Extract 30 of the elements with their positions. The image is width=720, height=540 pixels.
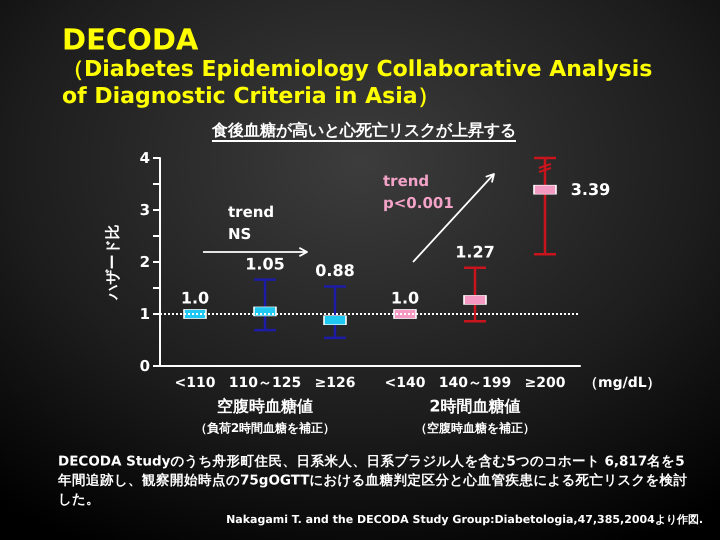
x-tick-label: <140 xyxy=(384,375,426,391)
x-tick-label: <110 xyxy=(174,375,216,391)
text: （負荷2時間血糖を補正） xyxy=(194,421,336,435)
text: Nakagami T. and the DECODA Study Group:Diabetologia,47,385,2004より作図. xyxy=(226,513,703,526)
x-tick-label: ≥200 xyxy=(524,375,566,391)
x-tick-label: 140～199 xyxy=(438,375,512,391)
text: 食後血糖が高いと心死亡リスクが上昇する xyxy=(211,120,516,140)
y-axis-title: ハザード比 xyxy=(104,224,122,300)
x-axis-title: （mg/dL） xyxy=(584,375,661,391)
annotation: trend NS xyxy=(228,203,274,243)
chart-title: DECODA xyxy=(62,22,199,56)
x-tick-label: ≥126 xyxy=(314,375,356,391)
data-label: 1.05 xyxy=(245,254,285,274)
data-label: 1.0 xyxy=(180,288,210,308)
data-label: 1.27 xyxy=(455,242,495,262)
x-tick-label: 110～125 xyxy=(228,375,302,391)
data-label: 3.39 xyxy=(570,180,610,200)
y-tick-label: 1 xyxy=(140,305,150,323)
text: （空腹時血糖を補正） xyxy=(415,421,535,435)
data-label: 0.88 xyxy=(315,261,355,280)
text: 2時間血糖値 xyxy=(429,396,521,416)
text: 空腹時血糖値 xyxy=(217,396,313,416)
text: DECODA Studyのうち舟形町住民、日系米人、日系ブラジル人を含む5つのコホート 6,817名を5年間追跡し、観察開始時点の75gOGTTにおける血糖判定区分と心血管疾患による死亡リスクを検討した。 xyxy=(57,452,688,508)
y-tick-label: 0 xyxy=(140,357,150,375)
y-tick-label: 4 xyxy=(140,149,150,167)
y-tick-label: 2 xyxy=(140,253,150,271)
annotation: trend p<0.001 xyxy=(383,172,454,212)
data-label: 1.0 xyxy=(390,288,420,308)
chart-subtitle: （Diabetes Epidemiology Collaborative Analysis of Diagnostic Criteria in Asia） xyxy=(62,57,660,109)
y-tick-label: 3 xyxy=(140,201,150,219)
